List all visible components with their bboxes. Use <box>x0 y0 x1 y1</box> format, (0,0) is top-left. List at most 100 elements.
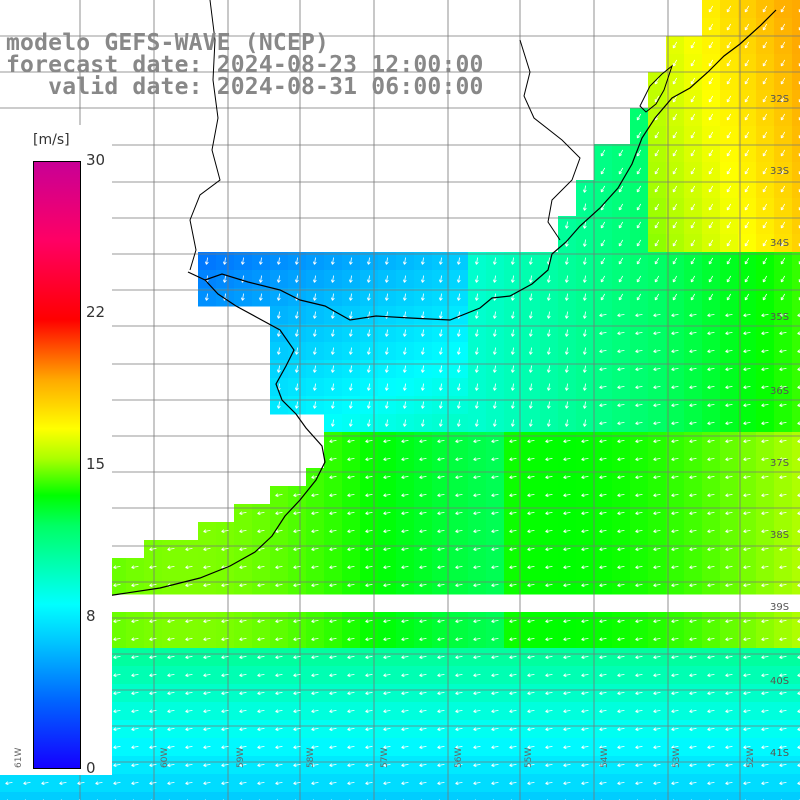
wind-arrow <box>762 257 768 265</box>
wind-arrow <box>635 349 643 354</box>
wind-speed-cell <box>792 648 800 667</box>
wind-arrow <box>582 347 587 355</box>
wind-speed-cell <box>576 792 595 800</box>
wind-arrow <box>221 709 229 714</box>
wind-arrow <box>545 691 553 696</box>
wind-arrow <box>203 691 211 696</box>
wind-arrow <box>311 637 319 642</box>
wind-arrow <box>276 311 281 319</box>
wind-speed-cell <box>792 360 800 379</box>
wind-arrow <box>744 59 750 67</box>
wind-arrow <box>743 673 751 678</box>
wind-arrow <box>671 727 679 732</box>
wind-arrow <box>311 781 319 786</box>
title-line-model: modelo GEFS-WAVE (NCEP) <box>6 30 330 56</box>
wind-arrow <box>581 457 589 462</box>
wind-arrow <box>725 331 733 336</box>
wind-arrow <box>113 709 121 714</box>
wind-arrow <box>401 475 409 480</box>
wind-arrow <box>474 401 479 409</box>
wind-speed-cell <box>792 486 800 505</box>
wind-arrow <box>563 727 571 732</box>
wind-arrow <box>491 745 499 750</box>
wind-arrow <box>365 763 373 768</box>
wind-arrow <box>419 547 427 552</box>
wind-arrow <box>689 313 697 318</box>
wind-arrow <box>725 511 733 516</box>
wind-arrow <box>438 365 443 373</box>
wind-arrow <box>599 565 607 570</box>
wind-arrow <box>383 709 391 714</box>
wind-speed-cell <box>108 792 127 800</box>
wind-arrow <box>329 457 337 462</box>
wind-arrow <box>690 167 696 175</box>
wind-arrow <box>762 185 768 193</box>
wind-arrow <box>366 293 371 301</box>
wind-arrow <box>221 673 229 678</box>
wind-arrow <box>347 763 355 768</box>
wind-arrow <box>419 583 427 588</box>
wind-arrow <box>402 401 407 409</box>
wind-arrow <box>671 691 679 696</box>
wind-arrow <box>780 257 786 265</box>
wind-arrow <box>618 239 624 247</box>
wind-arrow <box>545 709 553 714</box>
wind-arrow <box>725 547 733 552</box>
wind-arrow <box>401 457 409 462</box>
wind-arrow <box>347 457 355 462</box>
wind-arrow <box>455 493 463 498</box>
wind-arrow <box>653 475 661 480</box>
wind-arrow <box>221 637 229 642</box>
wind-speed-cell <box>792 666 800 685</box>
wind-arrow <box>744 185 750 193</box>
wind-arrow <box>581 781 589 786</box>
wind-arrow <box>239 763 247 768</box>
wind-arrow <box>185 673 193 678</box>
wind-speed-cell <box>792 18 800 37</box>
wind-speed-cell <box>342 792 361 800</box>
wind-arrow <box>402 383 407 391</box>
wind-arrow <box>545 457 553 462</box>
wind-arrow <box>743 331 751 336</box>
wind-arrow <box>528 311 533 319</box>
wind-arrow <box>275 709 283 714</box>
wind-arrow <box>473 439 481 444</box>
latitude-label: 39S <box>770 602 790 613</box>
wind-arrow <box>276 329 281 337</box>
wind-arrow <box>726 41 732 49</box>
wind-arrow <box>419 493 427 498</box>
wind-arrow <box>581 709 589 714</box>
wind-arrow <box>347 583 355 588</box>
wind-arrow <box>509 655 517 660</box>
wind-arrow <box>455 655 463 660</box>
wind-arrow <box>473 583 481 588</box>
wind-arrow <box>653 493 661 498</box>
wind-arrow <box>762 5 768 13</box>
longitude-label: 54W <box>600 747 610 768</box>
wind-arrow <box>690 149 696 157</box>
wind-arrow <box>329 781 337 786</box>
wind-arrow <box>779 511 787 516</box>
wind-arrow <box>689 493 697 498</box>
wind-arrow <box>473 475 481 480</box>
wind-arrow <box>617 619 625 624</box>
wind-speed-cell <box>648 792 667 800</box>
wind-arrow <box>725 619 733 624</box>
wind-arrow <box>672 131 678 139</box>
wind-arrow <box>527 583 535 588</box>
wind-arrow <box>744 275 750 283</box>
wind-speed-cell <box>792 180 800 199</box>
wind-arrow <box>509 511 517 516</box>
wind-arrow <box>203 547 211 552</box>
wind-arrow <box>365 475 373 480</box>
wind-arrow <box>366 401 371 409</box>
wind-arrow <box>239 565 247 570</box>
wind-arrow <box>654 203 660 211</box>
wind-arrow <box>761 691 769 696</box>
wind-arrow <box>509 781 517 786</box>
wind-arrow <box>726 167 732 175</box>
wind-arrow <box>761 781 769 786</box>
wind-arrow <box>599 781 607 786</box>
wind-arrow <box>276 293 281 301</box>
wind-arrow <box>438 383 443 391</box>
